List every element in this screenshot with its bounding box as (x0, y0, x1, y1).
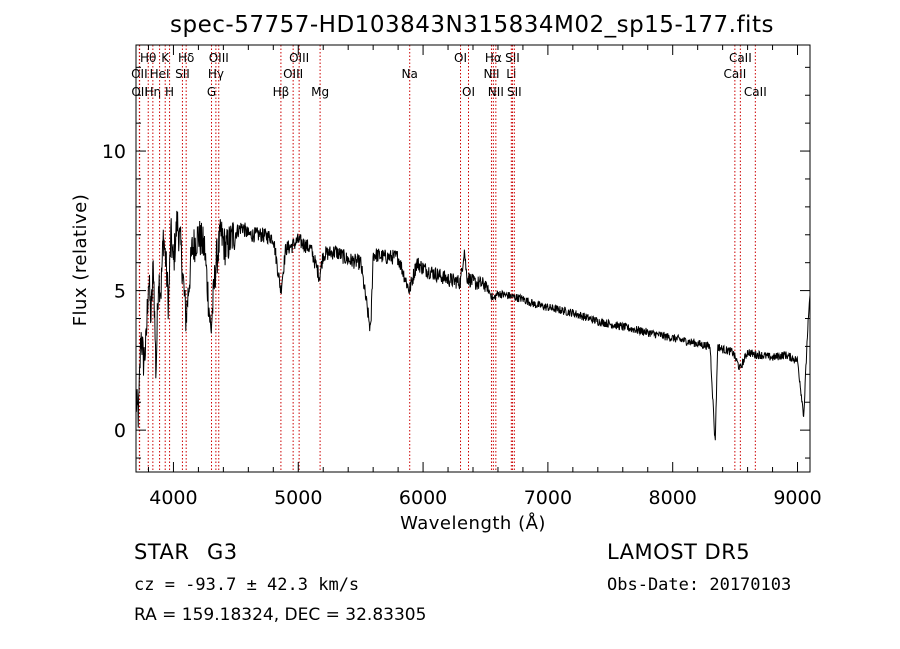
x-tick-label: 6000 (399, 487, 447, 509)
line-label-22: Li (506, 67, 516, 81)
line-label-5: K (161, 51, 170, 65)
line-label-3: Hη (145, 85, 162, 99)
line-label-23: SII (505, 51, 520, 65)
line-label-2: Hθ (140, 51, 156, 65)
y-tick-label: 5 (114, 281, 126, 303)
chart-title: spec-57757-HD103843N315834M02_sp15-177.f… (170, 12, 774, 38)
line-label-25: CaII (723, 67, 746, 81)
spectrum-line (135, 210, 811, 441)
x-tick-label: 4000 (149, 487, 197, 509)
line-label-24: SII (507, 85, 522, 99)
x-tick-label: 8000 (649, 487, 697, 509)
obs-date: Obs-Date: 20170103 (607, 575, 791, 595)
line-label-7: SII (175, 67, 190, 81)
x-tick-label: 5000 (274, 487, 322, 509)
line-label-9: G (207, 85, 216, 99)
emission-line-markers: OIIOIIHθHηHeIKHSIIHδGHγOIIIHβOIIIOIIIMgN… (131, 45, 767, 472)
survey-name: LAMOST DR5 (607, 540, 750, 564)
line-label-20: Hα (485, 51, 502, 65)
object-subclass: G3 (207, 540, 238, 564)
line-label-26: CaII (729, 51, 752, 65)
line-label-6: H (165, 85, 174, 99)
y-tick-label: 0 (114, 420, 126, 442)
line-label-21: NII (488, 85, 504, 99)
line-label-16: Na (402, 67, 418, 81)
plot-frame (135, 44, 811, 473)
line-label-27: CaII (744, 85, 767, 99)
line-label-12: Hβ (273, 85, 290, 99)
y-axis: 0 5 10 (102, 66, 810, 459)
line-label-14: OIII (289, 51, 309, 65)
line-label-11: OIII (209, 51, 229, 65)
line-label-13: OIII (283, 67, 303, 81)
line-label-10: Hγ (208, 67, 224, 81)
line-label-18: OI (462, 85, 475, 99)
line-label-19: NII (483, 67, 499, 81)
x-tick-label: 7000 (524, 487, 572, 509)
line-label-15: Mg (311, 85, 329, 99)
y-tick-label: 10 (102, 141, 126, 163)
line-label-1: OII (131, 85, 148, 99)
x-tick-label: 9000 (773, 487, 821, 509)
y-axis-label: Flux (relative) (70, 194, 91, 327)
line-label-4: HeI (150, 67, 170, 81)
line-label-8: Hδ (178, 51, 194, 65)
x-axis: 4000 5000 6000 7000 8000 9000 (147, 45, 822, 509)
x-axis-label: Wavelength (Å) (400, 512, 546, 534)
line-label-17: OI (454, 51, 467, 65)
ra-dec: RA = 159.18324, DEC = 32.83305 (134, 605, 426, 625)
object-class: STAR (134, 540, 189, 564)
redshift-cz: cz = -93.7 ± 42.3 km/s (134, 575, 359, 595)
